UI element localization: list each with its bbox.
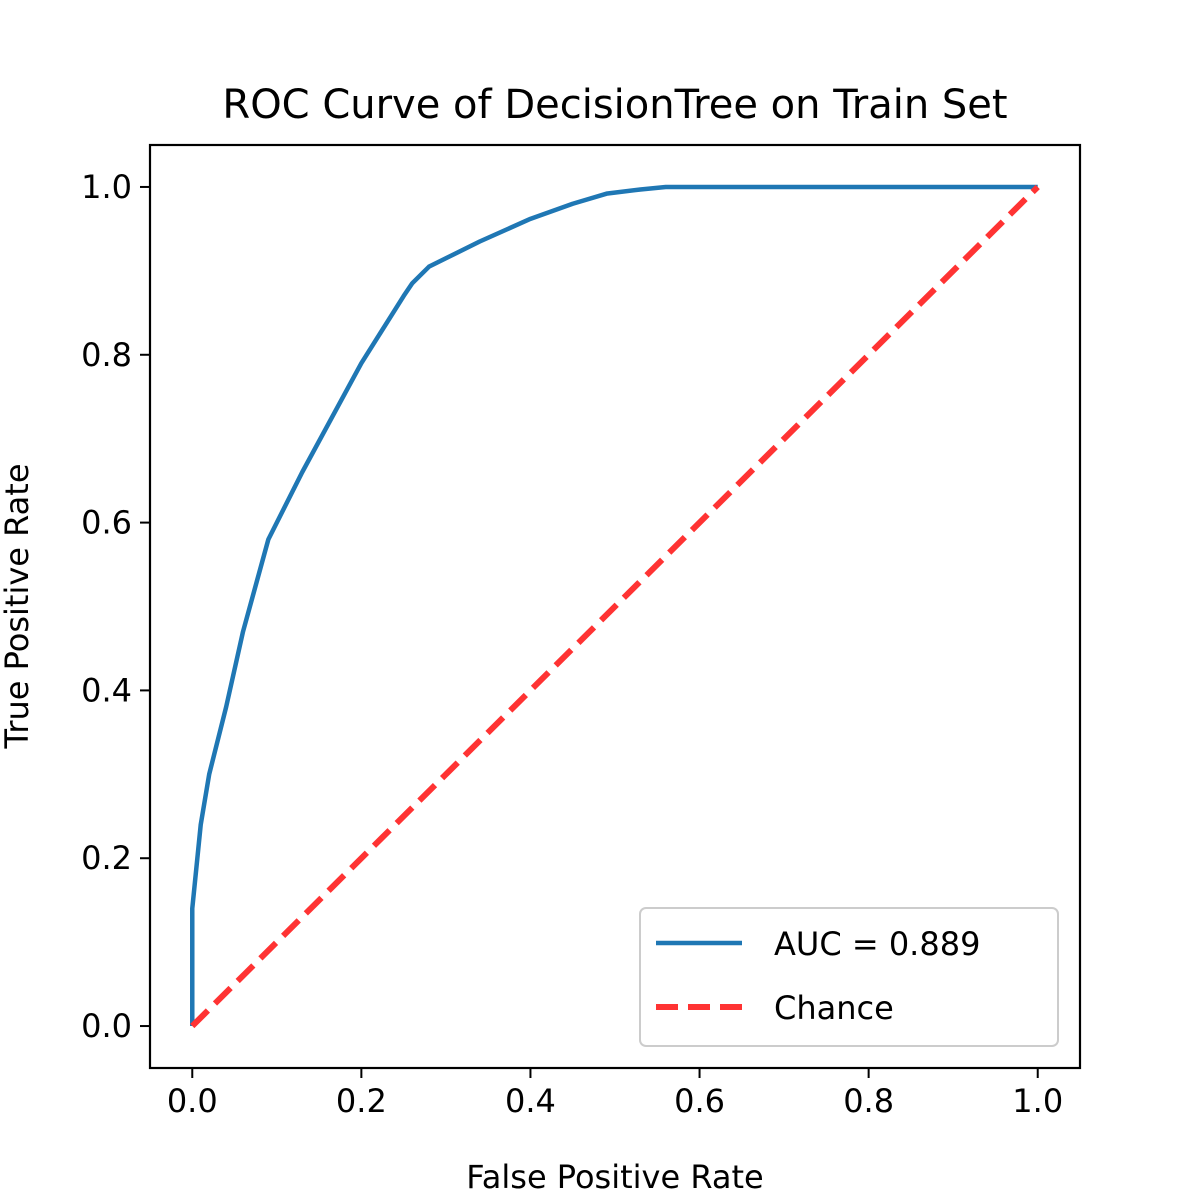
- x-tick-label: 0.4: [505, 1082, 556, 1120]
- y-tick-label: 0.6: [81, 504, 132, 542]
- chart-title: ROC Curve of DecisionTree on Train Set: [222, 82, 1007, 128]
- axes-frame: [148, 143, 1082, 1070]
- legend-label-roc: AUC = 0.889: [774, 925, 980, 963]
- x-tick-label: 0.6: [674, 1082, 725, 1120]
- x-tick-label: 0.0: [167, 1082, 218, 1120]
- legend-box: [639, 907, 1059, 1047]
- legend-label-chance: Chance: [774, 989, 894, 1027]
- x-tick-label: 0.2: [336, 1082, 387, 1120]
- x-axis-label: False Positive Rate: [466, 1158, 763, 1196]
- x-tick-label: 0.8: [843, 1082, 894, 1120]
- y-axis-label: True Positive Rate: [0, 463, 36, 749]
- y-tick-label: 0.8: [81, 336, 132, 374]
- y-tick-label: 0.2: [81, 839, 132, 877]
- series-line-chance: [190, 184, 1040, 1029]
- plot-area: 0.0 0.2 0.4 0.6 0.8 1.0 0.0 0.2 0.4 0.6 0.8 1.0: [81, 143, 1082, 1120]
- y-tick-label: 0.0: [81, 1007, 132, 1045]
- legend: AUC = 0.889 Chance: [639, 907, 1059, 1047]
- series-line-roc: [190, 184, 1038, 1027]
- y-tick-label: 1.0: [81, 168, 132, 206]
- x-tick-label: 1.0: [1012, 1082, 1063, 1120]
- y-tick-label: 0.4: [81, 671, 132, 709]
